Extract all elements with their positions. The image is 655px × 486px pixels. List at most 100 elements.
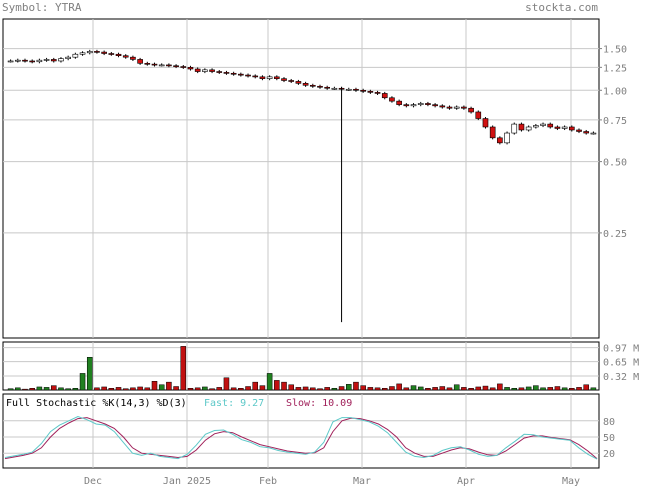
volume-bar	[72, 388, 79, 391]
candle-body	[533, 125, 539, 128]
volume-bar	[338, 386, 345, 391]
volume-bar	[180, 346, 187, 391]
candle-body	[94, 51, 100, 53]
price-panel	[2, 18, 600, 339]
volume-bar	[79, 373, 86, 391]
candle-body	[396, 100, 402, 105]
volume-bar	[439, 386, 446, 391]
candle-body	[144, 63, 151, 65]
volume-bar	[525, 386, 532, 391]
volume-panel	[2, 341, 600, 391]
volume-bar	[51, 385, 57, 391]
volume-bar	[547, 387, 554, 391]
candle-body	[115, 53, 122, 56]
stochastic-tick-label: 50	[603, 433, 615, 444]
stochastic-grid	[3, 394, 599, 468]
volume-tick-label: 0.65 M	[603, 358, 639, 369]
candle-body	[540, 123, 546, 126]
candle-body	[238, 73, 244, 76]
volume-bar	[569, 388, 575, 391]
volume-bar	[432, 387, 438, 391]
y-tick-label: 1.00	[603, 86, 627, 97]
volume-bar	[396, 383, 402, 391]
volume-bar	[216, 387, 223, 391]
volume-bar	[288, 384, 294, 391]
x-tick-label: Dec	[84, 476, 102, 486]
y-tick-label: 1.50	[603, 45, 627, 56]
candle-body	[360, 90, 366, 92]
candle-body	[317, 85, 323, 88]
volume-bar	[209, 388, 215, 391]
volume-bar	[259, 385, 266, 391]
volume-axis: 0.97 M 0.65 M 0.32 M	[603, 344, 639, 383]
volume-bar	[7, 388, 14, 391]
stochastic-axis: 80 50 20	[603, 417, 615, 460]
volume-bar	[360, 385, 366, 391]
candle-body	[432, 104, 438, 107]
volume-bar	[166, 381, 172, 391]
candle-body	[345, 88, 352, 91]
candle-body	[209, 69, 215, 72]
stochastic-fast-label: Fast: 9.27	[204, 398, 264, 409]
candle-body	[273, 76, 280, 79]
volume-bar	[15, 387, 21, 391]
candle-body	[14, 59, 21, 62]
site-label: stockta.com	[525, 1, 598, 14]
candle-body	[489, 126, 496, 139]
stochastic-slow-label: Slow: 10.09	[286, 398, 352, 409]
candle-body	[583, 131, 590, 134]
candle-body	[43, 59, 50, 61]
volume-bar	[497, 383, 503, 391]
volume-bar	[511, 388, 518, 391]
candle-body	[417, 103, 424, 105]
candle-body	[50, 59, 57, 62]
volume-bar	[374, 387, 381, 391]
volume-bar	[245, 386, 251, 391]
candle-body	[187, 67, 194, 70]
volume-bar	[446, 387, 453, 391]
candle-body	[331, 87, 338, 90]
candle-body	[475, 111, 482, 119]
volume-bar	[238, 388, 244, 391]
x-tick-label: Apr	[457, 476, 475, 486]
candle-body	[29, 60, 36, 63]
volume-bar	[252, 381, 258, 391]
candle-body	[439, 105, 446, 108]
stochastic-label: Full Stochastic %K(14,3) %D(3)	[6, 398, 187, 409]
candle-body	[22, 59, 28, 62]
volume-tick-label: 0.97 M	[603, 344, 639, 355]
candle-body	[482, 118, 489, 128]
candle-body	[367, 91, 374, 93]
volume-bar	[137, 386, 143, 391]
y-tick-label: 1.25	[603, 63, 627, 74]
volume-bar	[101, 386, 107, 391]
volume-bar	[65, 388, 71, 391]
candle-body	[101, 51, 107, 54]
candle-body	[245, 74, 251, 77]
candle-body	[403, 104, 410, 107]
candle-body	[72, 53, 79, 58]
candle-body	[389, 97, 395, 102]
candle-body	[353, 88, 359, 91]
candle-body	[547, 123, 554, 128]
candle-body	[122, 55, 129, 58]
candle-body	[281, 78, 287, 81]
volume-bar	[461, 387, 467, 391]
volume-bar	[583, 384, 589, 391]
volume-bar	[540, 387, 546, 391]
candle-body	[7, 60, 14, 63]
candle-body	[525, 126, 532, 131]
candle-body	[302, 83, 309, 86]
volume-bar	[158, 384, 165, 391]
x-tick-label: Mar	[353, 476, 371, 486]
candle-body	[252, 75, 259, 78]
candle-body	[468, 107, 474, 113]
volume-bar	[22, 388, 28, 391]
y-tick-label: 0.25	[603, 229, 627, 240]
candle-body	[576, 129, 582, 132]
volume-bar	[29, 388, 35, 391]
volume-bar	[94, 387, 100, 391]
volume-bar	[187, 388, 194, 391]
x-tick-label: Feb	[259, 476, 277, 486]
candle-body	[58, 58, 64, 62]
